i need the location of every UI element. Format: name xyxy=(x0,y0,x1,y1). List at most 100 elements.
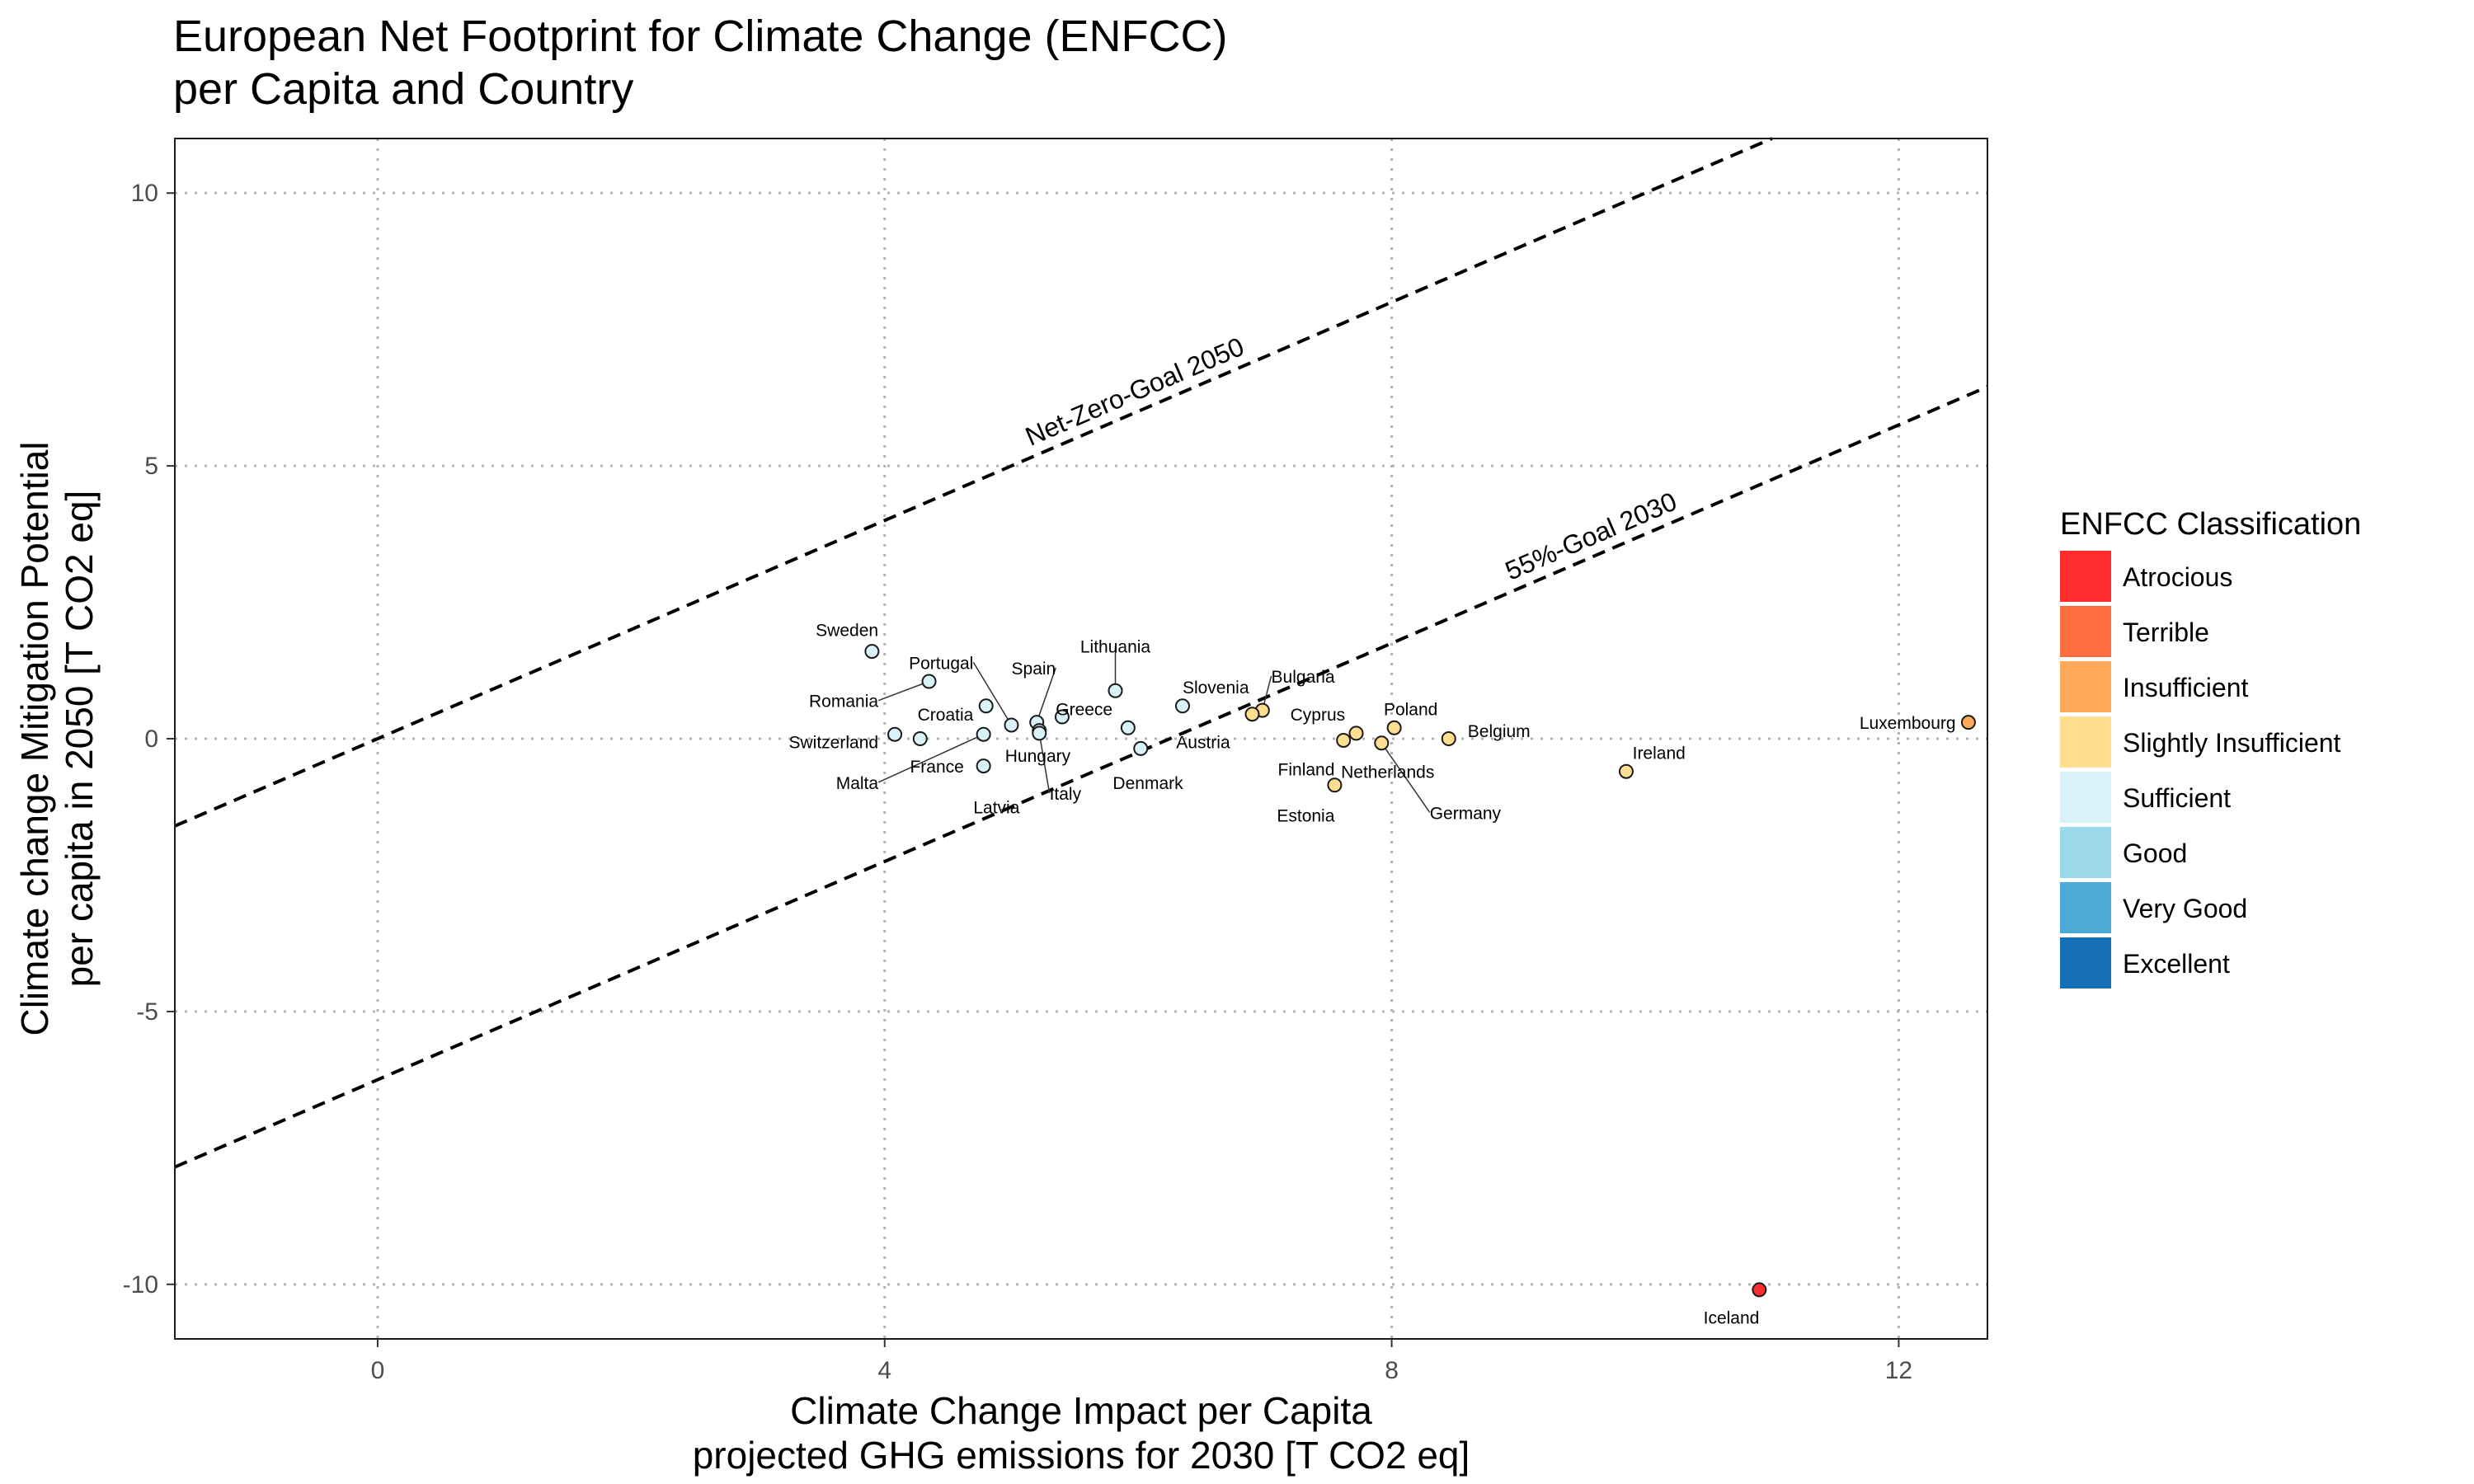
data-label-estonia: Estonia xyxy=(1277,807,1334,826)
plot-panel xyxy=(175,139,1987,1339)
y-tick-label: 5 xyxy=(144,453,158,480)
data-point-belgium xyxy=(1441,731,1456,746)
data-labels: Sweden Romania Portugal Croatia Spain Greece S… xyxy=(789,622,1956,1328)
reference-line-0 xyxy=(174,137,1773,828)
data-label-spain: Spain xyxy=(1012,660,1056,679)
data-label-finland: Finland xyxy=(1278,760,1335,779)
data-label-bulgaria: Bulgaria xyxy=(1272,668,1335,687)
data-label-cyprus: Cyprus xyxy=(1291,706,1346,725)
x-axis-title: Climate Change Impact per Capita project… xyxy=(693,1389,1470,1477)
data-label-germany: Germany xyxy=(1430,804,1502,823)
label-leader xyxy=(1036,667,1056,723)
legend-label: Atrocious xyxy=(2123,562,2232,592)
x-tick-label: 12 xyxy=(1885,1357,1912,1384)
legend-swatch xyxy=(2060,716,2111,768)
data-point-malta xyxy=(976,726,991,742)
label-leader xyxy=(877,680,929,702)
x-tick-label: 8 xyxy=(1385,1357,1399,1384)
data-label-netherlands: Netherlands xyxy=(1341,763,1434,782)
data-point-germany xyxy=(1374,735,1390,751)
legend-swatch xyxy=(2060,661,2111,712)
x-tick-label: 4 xyxy=(877,1357,891,1384)
data-point-austria xyxy=(1133,740,1149,756)
legend-label: Sufficient xyxy=(2123,783,2231,813)
y-tick-label: 10 xyxy=(131,180,158,207)
data-label-iceland: Iceland xyxy=(1704,1309,1760,1328)
data-label-lithuania: Lithuania xyxy=(1080,637,1151,656)
data-label-ireland: Ireland xyxy=(1633,744,1686,763)
data-label-malta: Malta xyxy=(836,774,879,793)
data-point-italy xyxy=(1032,726,1047,741)
data-point-cyprus xyxy=(1244,707,1260,722)
data-point-luxembourg xyxy=(1960,715,1976,730)
legend-swatch xyxy=(2060,772,2111,823)
data-point-denmark xyxy=(1120,720,1136,735)
data-point-greece xyxy=(1054,709,1070,725)
legend-label: Terrible xyxy=(2123,618,2209,647)
data-point-finland xyxy=(1336,732,1352,748)
legend-swatch xyxy=(2060,827,2111,878)
legend-items: Atrocious Terrible Insufficient Slightly In… xyxy=(2060,551,2341,989)
data-label-italy: Italy xyxy=(1050,785,1082,804)
data-point-ireland xyxy=(1618,763,1634,779)
label-leader xyxy=(1038,733,1051,794)
data-label-latvia: Latvia xyxy=(973,799,1019,818)
x-tick-label: 0 xyxy=(371,1357,385,1384)
data-label-belgium: Belgium xyxy=(1468,722,1531,741)
y-tick-label: -10 xyxy=(123,1271,158,1298)
data-point-iceland xyxy=(1752,1282,1767,1298)
data-point-poland xyxy=(1386,720,1402,735)
data-label-croatia: Croatia xyxy=(918,706,974,725)
data-point-netherlands xyxy=(1348,726,1364,741)
x-axis-ticks: 0 4 8 12 xyxy=(371,1339,1912,1384)
data-label-austria: Austria xyxy=(1176,733,1230,752)
data-point-croatia xyxy=(978,698,994,714)
y-axis-title-line-2: per capita in 2050 [T CO2 eq] xyxy=(58,491,101,988)
y-axis-title: Climate change Mitigation Potential per … xyxy=(13,441,101,1036)
x-axis-title-line-1: Climate Change Impact per Capita xyxy=(790,1389,1372,1432)
data-label-luxembourg: Luxembourg xyxy=(1860,714,1956,733)
chart-title-line-2: per Capita and Country xyxy=(173,64,633,114)
data-label-portugal: Portugal xyxy=(909,654,973,673)
chart-title-line-1: European Net Footprint for Climate Chang… xyxy=(173,12,1228,61)
legend-label: Excellent xyxy=(2123,949,2230,979)
legend-swatch xyxy=(2060,551,2111,602)
data-point-sweden xyxy=(864,644,880,660)
data-point-lithuania xyxy=(1108,683,1123,698)
legend-swatch xyxy=(2060,882,2111,933)
data-label-romania: Romania xyxy=(809,693,878,711)
label-leader xyxy=(1380,742,1431,813)
legend-title: ENFCC Classification xyxy=(2060,507,2361,542)
grid-lines xyxy=(175,139,1987,1339)
data-label-greece: Greece xyxy=(1056,701,1112,720)
legend-swatch xyxy=(2060,606,2111,657)
legend-label: Very Good xyxy=(2123,894,2247,923)
label-leader xyxy=(972,661,1013,726)
legend: ENFCC Classification Atrocious Terrible In… xyxy=(2060,507,2361,989)
chart-title: European Net Footprint for Climate Chang… xyxy=(173,12,1228,114)
data-point-latvia xyxy=(976,758,991,774)
data-label-switzerland: Switzerland xyxy=(789,733,879,752)
data-label-hungary: Hungary xyxy=(1005,747,1071,766)
data-point-portugal xyxy=(1004,717,1019,733)
legend-label: Insufficient xyxy=(2123,673,2249,702)
y-tick-label: -5 xyxy=(136,998,158,1026)
x-axis-title-line-2: projected GHG emissions for 2030 [T CO2 … xyxy=(693,1434,1470,1477)
data-point-estonia xyxy=(1327,777,1343,793)
legend-label: Good xyxy=(2123,838,2187,868)
y-axis-title-line-1: Climate change Mitigation Potential xyxy=(13,441,56,1036)
data-point-france xyxy=(912,731,928,746)
y-tick-label: 0 xyxy=(144,726,158,753)
data-point-switzerland xyxy=(887,726,903,742)
legend-label: Slightly Insufficient xyxy=(2123,728,2341,758)
reference-line-1 xyxy=(174,385,1988,1169)
data-label-denmark: Denmark xyxy=(1112,774,1183,793)
label-leader xyxy=(877,734,984,783)
data-label-sweden: Sweden xyxy=(816,622,878,641)
y-axis-ticks: 10 5 0 -5 -10 xyxy=(123,180,175,1298)
data-point-slovenia xyxy=(1174,698,1190,714)
data-label-poland: Poland xyxy=(1384,701,1437,720)
legend-swatch xyxy=(2060,937,2111,989)
data-point-romania xyxy=(921,674,937,689)
